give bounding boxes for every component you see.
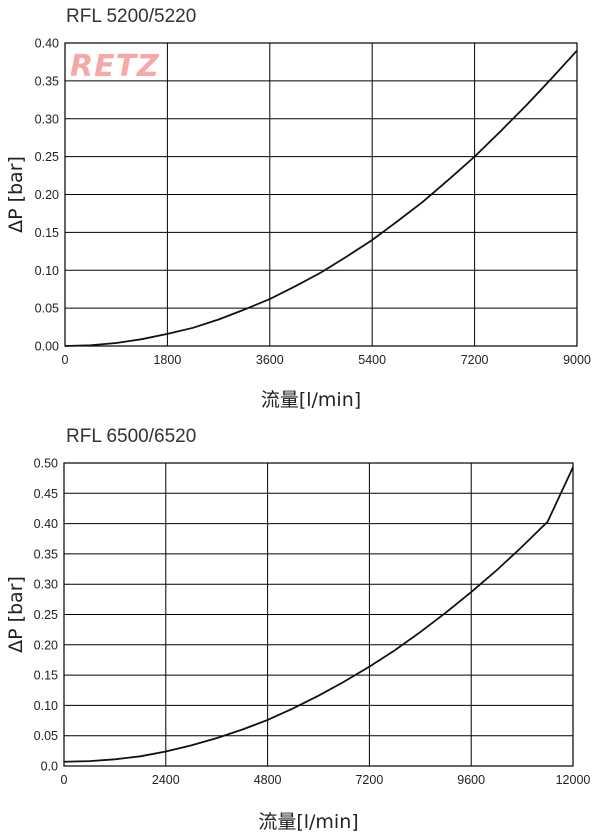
x-tick-label: 2400 xyxy=(152,773,180,787)
x-tick-label: 4800 xyxy=(254,773,282,787)
y-tick-label: 0.0 xyxy=(41,760,58,774)
chart-title: RFL 5200/5220 xyxy=(66,6,196,27)
x-tick-label: 7200 xyxy=(355,773,383,787)
chart-svg-rfl-5200: RFL 5200/5220 0.00 0.05 0.10 0.15 0.20 0.25 0.3… xyxy=(5,6,591,411)
chart-rfl-6500: RFL 6500/6520 0.0 0.05 0.10 0.15 0.20 0.25 0.30… xyxy=(0,420,602,838)
x-axis-label: 流量[l/min] xyxy=(261,389,361,411)
x-tick-label: 5400 xyxy=(358,353,386,367)
retz-logo: RETZ xyxy=(70,49,160,84)
x-tick-label: 12000 xyxy=(556,773,591,787)
y-tick-label: 0.15 xyxy=(34,669,58,683)
x-tick-label: 0 xyxy=(61,773,68,787)
y-tick-label: 0.40 xyxy=(35,37,59,51)
y-axis-label: ΔP [bar] xyxy=(5,576,27,653)
pressure-drop-curve xyxy=(63,466,574,763)
y-tick-label: 0.30 xyxy=(35,112,59,126)
pressure-drop-curve xyxy=(64,49,578,347)
y-tick-label: 0.15 xyxy=(35,226,59,240)
y-axis-label: ΔP [bar] xyxy=(5,156,27,233)
y-tick-label: 0.25 xyxy=(35,150,59,164)
y-tick-label: 0.10 xyxy=(35,264,59,278)
x-tick-label: 9600 xyxy=(457,773,485,787)
y-tick-label: 0.05 xyxy=(35,302,59,316)
x-tick-label: 3600 xyxy=(256,353,284,367)
x-axis-label: 流量[l/min] xyxy=(258,811,358,833)
x-tick-label: 7200 xyxy=(461,353,489,367)
y-tick-label: 0.35 xyxy=(35,74,59,88)
chart-svg-rfl-6500: RFL 6500/6520 0.0 0.05 0.10 0.15 0.20 0.25 0.30… xyxy=(5,426,591,833)
plot-frame xyxy=(64,42,578,347)
y-tick-label: 0.05 xyxy=(34,729,58,743)
y-tick-label: 0.00 xyxy=(35,340,59,354)
y-tick-label: 0.45 xyxy=(34,487,58,501)
y-tick-label: 0.30 xyxy=(34,578,58,592)
chart-rfl-5200: RFL 5200/5220 0.00 0.05 0.10 0.15 0.20 0.25 0.3… xyxy=(5,6,591,411)
y-tick-label: 0.50 xyxy=(34,457,58,471)
plot-frame xyxy=(63,462,574,767)
y-tick-label: 0.10 xyxy=(34,699,58,713)
x-tick-label: 1800 xyxy=(153,353,181,367)
y-tick-label: 0.35 xyxy=(34,547,58,561)
chart-title: RFL 6500/6520 xyxy=(66,426,196,447)
x-tick-label: 0 xyxy=(62,353,69,367)
y-tick-label: 0.40 xyxy=(34,517,58,531)
y-tick-label: 0.20 xyxy=(35,188,59,202)
x-tick-label: 9000 xyxy=(563,353,591,367)
y-tick-label: 0.25 xyxy=(34,608,58,622)
y-tick-label: 0.20 xyxy=(34,638,58,652)
